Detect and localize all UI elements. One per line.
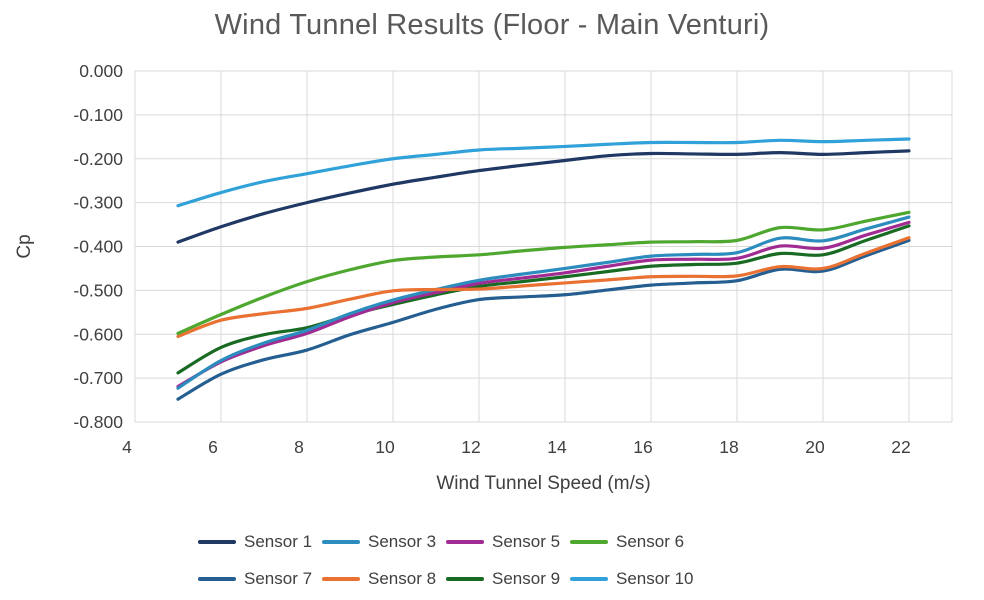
legend-item-sensor-1[interactable]: Sensor 1: [198, 532, 322, 552]
plot-area[interactable]: 0.000 -0.100 -0.200 -0.300 -0.400 -0.500 -0.60…: [0, 0, 984, 520]
legend-label: Sensor 3: [368, 532, 437, 551]
legend-item-sensor-8[interactable]: Sensor 8: [322, 569, 446, 589]
legend-item-sensor-10[interactable]: Sensor 10: [570, 569, 694, 589]
legend-label: Sensor 6: [616, 532, 685, 551]
series-sensor-5-line: [176, 220, 911, 389]
legend-label: Sensor 9: [492, 569, 561, 588]
legend-line-swatch: [570, 577, 608, 581]
chart-title: Wind Tunnel Results (Floor - Main Ventur…: [214, 9, 770, 41]
legend-label: Sensor 7: [244, 569, 313, 588]
series-sensor-3-line: [176, 215, 911, 390]
x-tick-label: 6: [208, 437, 218, 457]
legend-line-swatch: [570, 540, 608, 544]
y-tick-label: 0.000: [79, 61, 123, 81]
legend-item-sensor-7[interactable]: Sensor 7: [198, 569, 322, 589]
x-tick-label: 12: [461, 437, 480, 457]
series-sensor-6-line: [176, 210, 911, 335]
x-tick-label: 16: [633, 437, 652, 457]
legend-line-swatch: [198, 540, 236, 544]
y-tick-label: -0.300: [73, 193, 123, 213]
legend-row: Sensor 1 Sensor 3 Sensor 5 Sensor 6: [198, 532, 694, 552]
legend-item-sensor-6[interactable]: Sensor 6: [570, 532, 694, 552]
legend-line-swatch: [322, 577, 360, 581]
series-sensor-10-line: [176, 137, 911, 208]
legend-line-swatch: [322, 540, 360, 544]
series-sensor-7-line: [176, 238, 911, 401]
x-tick-label: 10: [375, 437, 395, 457]
legend-label: Sensor 5: [492, 532, 561, 551]
legend-line-swatch: [446, 577, 484, 581]
x-tick-label: 8: [294, 437, 304, 457]
x-tick-label: 4: [122, 437, 132, 457]
y-tick-label: -0.400: [73, 237, 123, 257]
y-tick-label: -0.200: [73, 149, 123, 169]
legend-item-sensor-9[interactable]: Sensor 9: [446, 569, 570, 589]
y-tick-label: -0.100: [73, 105, 123, 125]
y-axis-ticks: 0.000 -0.100 -0.200 -0.300 -0.400 -0.500 -0.60…: [73, 61, 123, 432]
x-axis-title: Wind Tunnel Speed (m/s): [436, 473, 650, 494]
legend-label: Sensor 8: [368, 569, 437, 588]
y-tick-label: -0.800: [73, 412, 123, 432]
legend-line-swatch: [198, 577, 236, 581]
legend: Sensor 1 Sensor 3 Sensor 5 Sensor 6 Sensor 7…: [0, 532, 938, 589]
legend-label: Sensor 1: [244, 532, 313, 551]
x-tick-label: 20: [805, 437, 825, 457]
x-tick-label: 18: [719, 437, 738, 457]
series-sensor-8-line: [176, 236, 911, 339]
x-axis-ticks: 4 6 8 10 12 14 16 18 20 22: [122, 437, 911, 457]
series-sensor-9-line: [176, 224, 911, 375]
legend-line-swatch: [446, 540, 484, 544]
x-tick-label: 14: [547, 437, 567, 457]
series-lines: [176, 137, 911, 401]
y-tick-label: -0.500: [73, 280, 123, 300]
legend-item-sensor-5[interactable]: Sensor 5: [446, 532, 570, 552]
legend-row: Sensor 7 Sensor 8 Sensor 9 Sensor 10: [198, 569, 694, 589]
y-tick-label: -0.600: [73, 324, 123, 344]
y-tick-label: -0.700: [73, 368, 123, 388]
y-axis-title: Cp: [14, 234, 35, 258]
legend-label: Sensor 10: [616, 569, 694, 588]
series-sensor-1-line: [176, 149, 911, 244]
legend-item-sensor-3[interactable]: Sensor 3: [322, 532, 446, 552]
x-tick-label: 22: [891, 437, 910, 457]
